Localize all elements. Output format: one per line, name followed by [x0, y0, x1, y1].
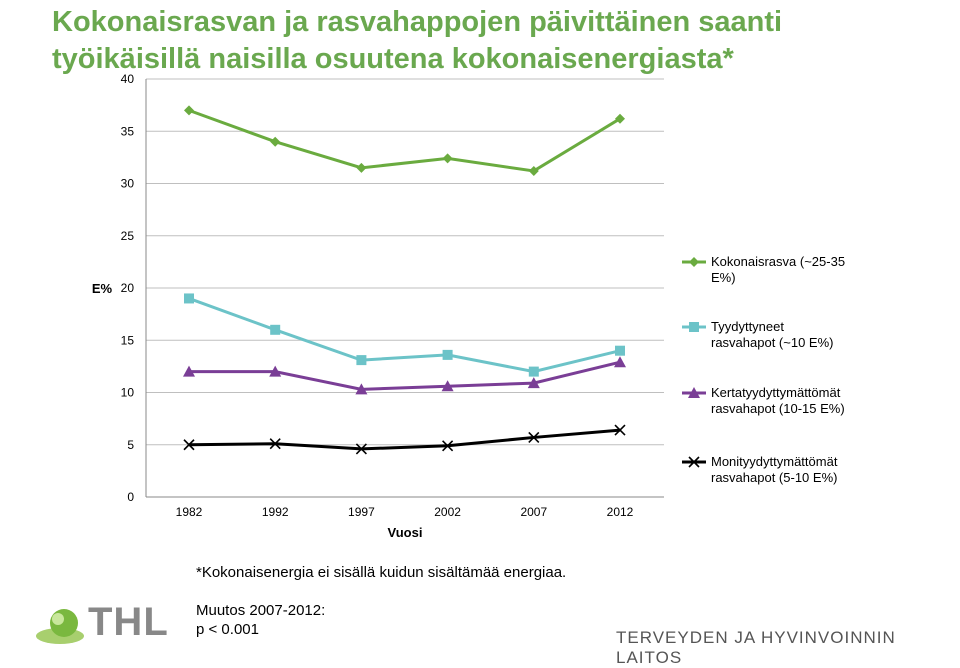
organization-name: TERVEYDEN JA HYVINVOINNIN LAITOS: [616, 628, 896, 667]
data-point-3-2002: [441, 380, 454, 392]
series-4: [183, 424, 626, 455]
x-tick-1982: 1982: [176, 505, 203, 519]
y-tick-40: 40: [121, 72, 135, 86]
data-point-2-1997: [356, 355, 367, 366]
series-group: [183, 105, 626, 455]
series-line-3: [189, 360, 621, 391]
legend: Kokonaisrasva (~25-35E%)Tyydyttyneetrasv…: [682, 254, 845, 485]
series-line-1: [188, 108, 621, 173]
data-point-3-1992: [269, 365, 282, 377]
gridlines: [146, 78, 664, 446]
data-point-3-2012: [614, 356, 626, 368]
data-point-1-2002: [442, 153, 453, 164]
data-point-1-1997: [356, 162, 367, 173]
y-tick-5: 5: [127, 438, 134, 452]
data-point-2-2007: [528, 366, 539, 377]
x-axis-title: Vuosi: [388, 525, 423, 540]
data-point-4-1992: [269, 438, 281, 450]
data-point-1-1992: [270, 136, 281, 147]
y-tick-25: 25: [121, 229, 135, 243]
change-note: Muutos 2007-2012: p < 0.001: [196, 601, 325, 639]
series-line-4: [188, 428, 621, 451]
y-tick-0: 0: [127, 490, 134, 504]
legend-item-1: Kokonaisrasva (~25-35E%): [682, 254, 845, 285]
data-point-1-2012: [615, 113, 625, 124]
x-tick-labels: 1982 1992 1997 2002 2007 2012: [176, 505, 634, 519]
x-tick-1992: 1992: [262, 505, 289, 519]
series-2: [184, 293, 625, 377]
data-point-2-1982: [184, 293, 194, 304]
series-1: [184, 105, 625, 176]
legend-swatch-marker-3: [688, 387, 700, 398]
data-point-2-2002: [442, 349, 453, 360]
data-point-4-2012: [614, 424, 626, 436]
data-point-4-2007: [528, 431, 540, 444]
change-note-line-1: Muutos 2007-2012:: [196, 602, 326, 619]
y-axis-title: E%: [92, 281, 113, 296]
y-tick-15: 15: [121, 333, 135, 347]
change-note-line-2: p < 0.001: [196, 621, 259, 638]
data-point-1-1982: [184, 105, 194, 116]
legend-swatch-marker-2: [689, 322, 699, 332]
series-line-2: [188, 297, 621, 374]
y-tick-20: 20: [121, 281, 135, 295]
chart-title: Kokonaisrasvan ja rasvahappojen päivittä…: [52, 4, 952, 78]
data-point-1-2007: [528, 165, 539, 176]
y-tick-10: 10: [121, 386, 135, 400]
y-tick-labels: 0 5 10 15 20 25 30 35 40: [121, 72, 135, 504]
data-point-3-2007: [527, 377, 540, 389]
legend-label-4-line-1: Monityydyttymättömät: [711, 454, 838, 469]
legend-label-3-line-1: Kertatyydyttymättömät: [711, 385, 841, 400]
data-point-4-1982: [183, 439, 195, 451]
legend-label-2-line-1: Tyydyttyneet: [711, 319, 784, 334]
data-point-2-2012: [615, 345, 625, 356]
energy-footnote: *Kokonaisenergia ei sisällä kuidun sisäl…: [196, 564, 567, 581]
y-tick-30: 30: [121, 177, 135, 191]
chart-title-line-1: Kokonaisrasvan ja rasvahappojen päivittä…: [52, 6, 783, 38]
series-3: [183, 356, 626, 395]
legend-label-1-line-2: E%): [711, 270, 736, 285]
x-tick-2002: 2002: [434, 505, 461, 519]
legend-swatch-marker-1: [689, 257, 699, 267]
x-tick-2012: 2012: [607, 505, 634, 519]
y-tick-35: 35: [121, 124, 135, 138]
thl-logo-icon: [36, 609, 84, 644]
legend-label-4-line-2: rasvahapot (5-10 E%): [711, 470, 837, 485]
legend-label-3-line-2: rasvahapot (10-15 E%): [711, 401, 845, 416]
legend-label-1-line-1: Kokonaisrasva (~25-35: [711, 254, 845, 269]
x-tick-1997: 1997: [348, 505, 375, 519]
data-point-4-1997: [355, 443, 367, 455]
legend-swatch-marker-4: [688, 456, 700, 468]
legend-label-2-line-2: rasvahapot (~10 E%): [711, 335, 833, 350]
data-point-3-1997: [355, 383, 368, 395]
data-point-2-1992: [270, 324, 281, 335]
thl-logo-text: THL: [88, 600, 169, 644]
data-point-4-2002: [442, 440, 454, 452]
data-point-3-1982: [183, 365, 195, 377]
x-tick-2007: 2007: [520, 505, 547, 519]
chart-title-line-2: työikäisillä naisilla osuutena kokonaise…: [52, 43, 734, 75]
